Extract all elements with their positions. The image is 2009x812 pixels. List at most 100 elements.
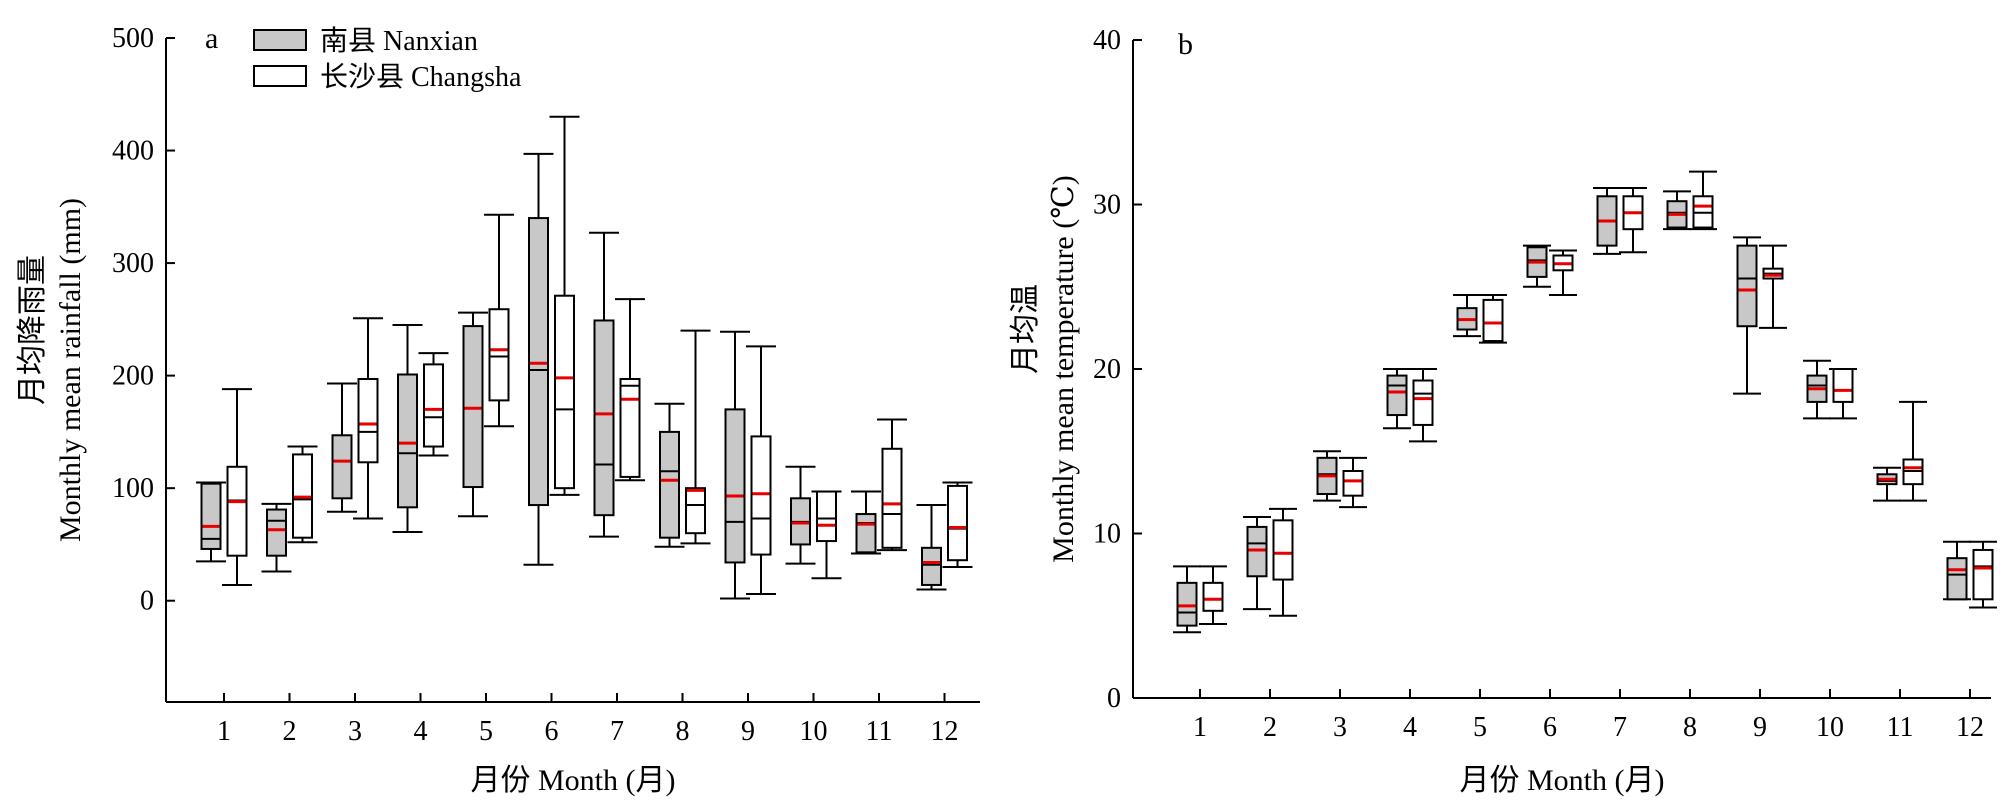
box-nanxian-month-4 (1383, 368, 1411, 430)
legend: 南县 Nanxian 长沙县 Changsha (253, 25, 522, 93)
x-tick-label: 2 (283, 716, 297, 747)
box-nanxian-month-1 (196, 481, 226, 563)
iqr-box (1946, 557, 1968, 601)
box-changsha-month-7 (1619, 187, 1647, 254)
iqr-box (1482, 298, 1504, 343)
iqr-box (554, 294, 575, 490)
box-nanxian-month-8 (1663, 190, 1691, 231)
iqr-box (816, 490, 837, 543)
y-tick-label: 0 (140, 586, 154, 617)
y-tick-label: 20 (1093, 354, 1121, 385)
y-tick-label: 500 (112, 23, 154, 54)
box-changsha-month-12 (1969, 540, 1997, 609)
x-tick-label: 6 (545, 716, 559, 747)
box-changsha-month-8 (680, 329, 711, 545)
box-changsha-month-10 (1829, 368, 1857, 420)
box-changsha-month-1 (222, 388, 252, 586)
iqr-box (881, 447, 903, 549)
x-tick-label: 12 (1956, 712, 1984, 743)
iqr-box (357, 378, 379, 464)
box-changsha-month-7 (615, 298, 645, 482)
iqr-box (1342, 469, 1364, 497)
box-nanxian-month-12 (916, 504, 947, 591)
iqr-box (593, 319, 615, 517)
box-changsha-month-9 (1759, 244, 1787, 329)
box-changsha-month-4 (418, 352, 449, 457)
x-tick-label: 11 (866, 716, 893, 747)
box-changsha-month-2 (1269, 507, 1297, 617)
iqr-box (855, 513, 877, 554)
iqr-box (331, 434, 353, 500)
box-nanxian-month-11 (1873, 466, 1901, 502)
box-nanxian-month-12 (1943, 540, 1971, 601)
iqr-box (266, 508, 287, 557)
x-tick-label: 1 (217, 716, 231, 747)
iqr-box (1736, 244, 1758, 328)
x-tick-label: 5 (479, 716, 493, 747)
panel-label: a (205, 22, 218, 55)
iqr-box (1202, 581, 1224, 612)
box-changsha-month-6 (1549, 249, 1577, 296)
x-tick-label: 10 (800, 716, 828, 747)
panel-label: b (1178, 28, 1193, 61)
iqr-box (528, 217, 549, 507)
box-changsha-month-2 (287, 445, 318, 544)
box-nanxian-month-7 (589, 231, 619, 538)
x-axis-label: 月份 Month (月) (471, 764, 676, 797)
iqr-box (619, 378, 641, 478)
iqr-box (947, 484, 968, 562)
x-tick-label: 12 (931, 716, 959, 747)
box-changsha-month-11 (877, 418, 907, 552)
y-tick-label: 40 (1093, 25, 1121, 56)
legend-entry: 长沙县 Changsha (320, 61, 522, 93)
iqr-box (488, 308, 510, 402)
y-axis-label-cn: 月均降雨量 (16, 255, 49, 405)
legend-entry: 南县 Nanxian (320, 25, 478, 57)
x-tick-label: 11 (1887, 712, 1914, 743)
iqr-box (1386, 374, 1408, 417)
iqr-box (1176, 581, 1198, 627)
box-changsha-month-5 (484, 213, 514, 428)
box-changsha-month-8 (1689, 170, 1717, 231)
x-axis-label: 月份 Month (月) (1460, 764, 1665, 797)
box-nanxian-month-4 (392, 323, 423, 534)
box-changsha-month-10 (811, 490, 842, 580)
y-axis-label: Monthly mean temperature (℃) (1047, 175, 1080, 563)
iqr-box (397, 373, 418, 509)
x-tick-label: 7 (610, 716, 624, 747)
x-tick-label: 9 (741, 716, 755, 747)
x-tick-label: 10 (1816, 712, 1844, 743)
y-tick-label: 400 (112, 136, 154, 167)
box-nanxian-month-6 (1523, 244, 1551, 288)
x-tick-label: 8 (1683, 712, 1697, 743)
box-nanxian-month-7 (1593, 187, 1621, 255)
iqr-box (685, 487, 706, 535)
x-tick-label: 5 (1473, 712, 1487, 743)
box-changsha-month-3 (353, 317, 383, 520)
y-tick-label: 10 (1093, 519, 1121, 550)
x-tick-label: 4 (414, 716, 428, 747)
y-tick-label: 30 (1093, 190, 1121, 221)
x-tick-label: 3 (348, 716, 362, 747)
box-changsha-month-4 (1409, 368, 1437, 443)
iqr-box (1246, 525, 1268, 578)
box-nanxian-month-10 (1803, 359, 1831, 420)
iqr-box (226, 465, 248, 557)
iqr-box (921, 546, 942, 586)
box-nanxian-month-9 (720, 330, 750, 600)
iqr-box (423, 363, 444, 448)
iqr-box (1272, 519, 1294, 581)
box-nanxian-month-10 (785, 465, 816, 565)
box-nanxian-month-2 (261, 502, 292, 573)
box-nanxian-month-9 (1733, 236, 1761, 395)
x-tick-label: 8 (676, 716, 690, 747)
box-nanxian-month-1 (1173, 565, 1201, 634)
box-changsha-month-9 (746, 345, 776, 595)
y-axis-label-cn: 月均温 (1009, 284, 1042, 374)
box-nanxian-month-8 (654, 402, 685, 548)
x-tick-label: 7 (1613, 712, 1627, 743)
iqr-box (1832, 368, 1854, 403)
box-nanxian-month-11 (851, 490, 881, 555)
